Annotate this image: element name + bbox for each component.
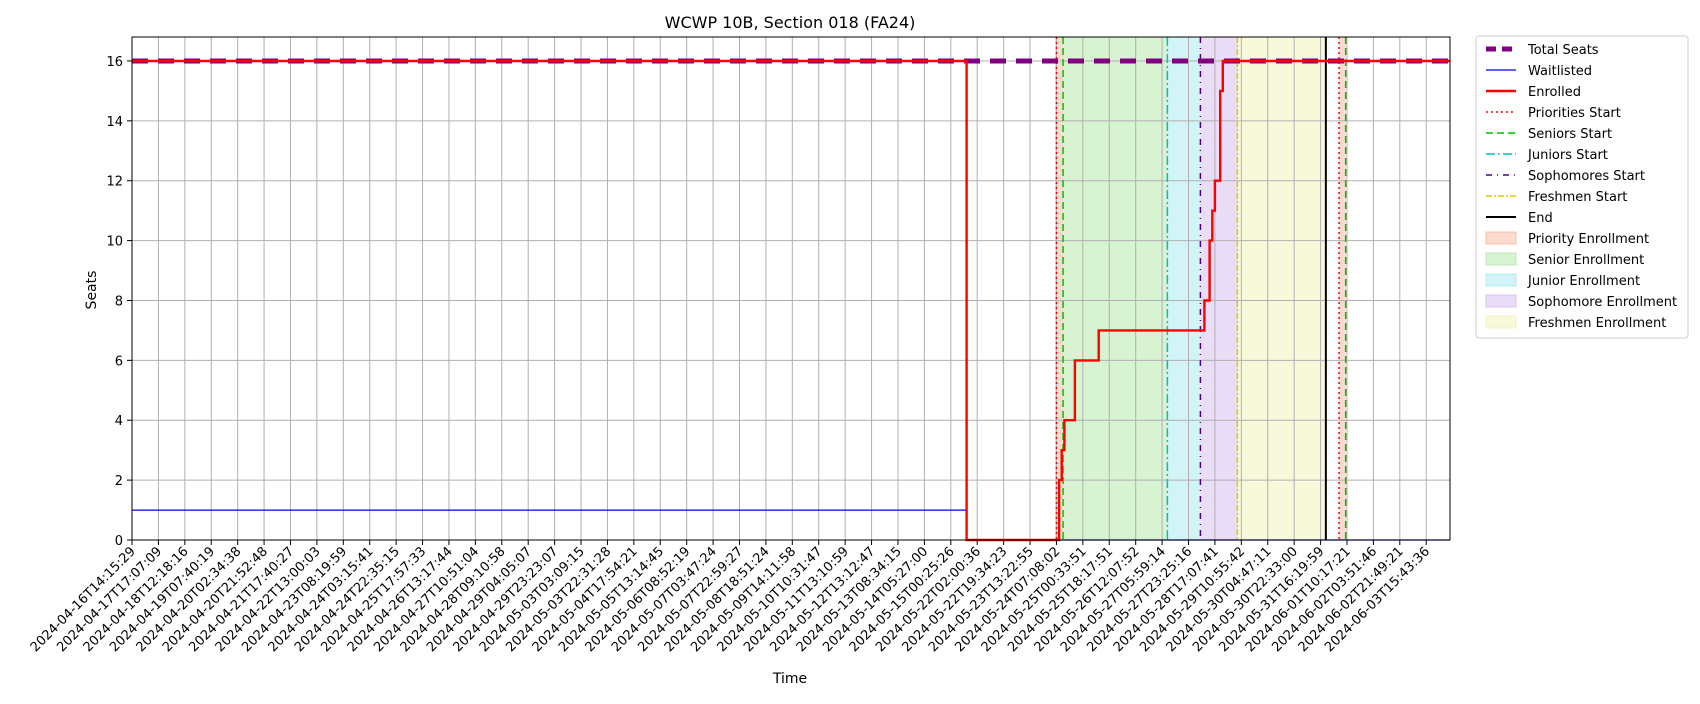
span-3 [1200,37,1238,540]
y-axis-ticks: 0 2 4 6 8 10 12 14 16 [106,55,132,549]
y-tick-label: 4 [115,414,123,429]
legend-label: Priority Enrollment [1528,232,1649,247]
grid-lines [131,37,1450,541]
span-5 [1339,37,1346,540]
y-tick-label: 10 [106,235,123,250]
legend-swatch [1485,294,1517,308]
legend-swatch [1485,315,1517,329]
legend-swatch [1485,231,1517,245]
y-axis-label: Seats [84,271,100,310]
y-tick-label: 6 [115,354,123,369]
legend-label: Juniors Start [1527,148,1608,163]
legend-label: Enrolled [1528,85,1581,100]
legend-label: Sophomores Start [1528,169,1645,184]
y-tick-label: 12 [106,175,123,190]
legend-label: Priorities Start [1528,106,1621,121]
span-0 [1055,37,1064,540]
y-tick-label: 2 [115,474,123,489]
legend-label: Seniors Start [1528,127,1612,142]
legend-label: Total Seats [1527,43,1599,58]
chart-title: WCWP 10B, Section 018 (FA24) [665,13,916,32]
span-1 [1063,37,1168,540]
y-tick-label: 16 [106,55,123,70]
legend-label: Freshmen Start [1528,190,1627,205]
legend-swatch [1485,252,1517,266]
legend-label: Junior Enrollment [1527,274,1640,289]
legend-label: Waitlisted [1528,64,1592,79]
legend-label: Freshmen Enrollment [1528,316,1666,331]
legend-box [1475,35,1689,339]
plot-frame [131,36,1451,541]
legend: Total Seats Waitlisted Enrolled Priorities … [1475,35,1689,339]
span-4 [1237,37,1326,540]
x-axis-ticks: 2024-04-16T14:15:292024-04-17T17:07:0920… [28,540,1433,655]
legend-label: Sophomore Enrollment [1528,295,1677,310]
legend-label: Senior Enrollment [1528,253,1644,268]
legend-label: End [1528,211,1553,226]
x-axis-label: Time [772,671,807,687]
y-tick-label: 14 [106,115,123,130]
series-line-2 [132,59,1450,542]
span-2 [1167,37,1201,540]
y-tick-label: 0 [115,534,123,549]
y-tick-label: 8 [115,294,123,309]
legend-swatch [1485,273,1517,287]
phase-markers [1055,37,1347,540]
